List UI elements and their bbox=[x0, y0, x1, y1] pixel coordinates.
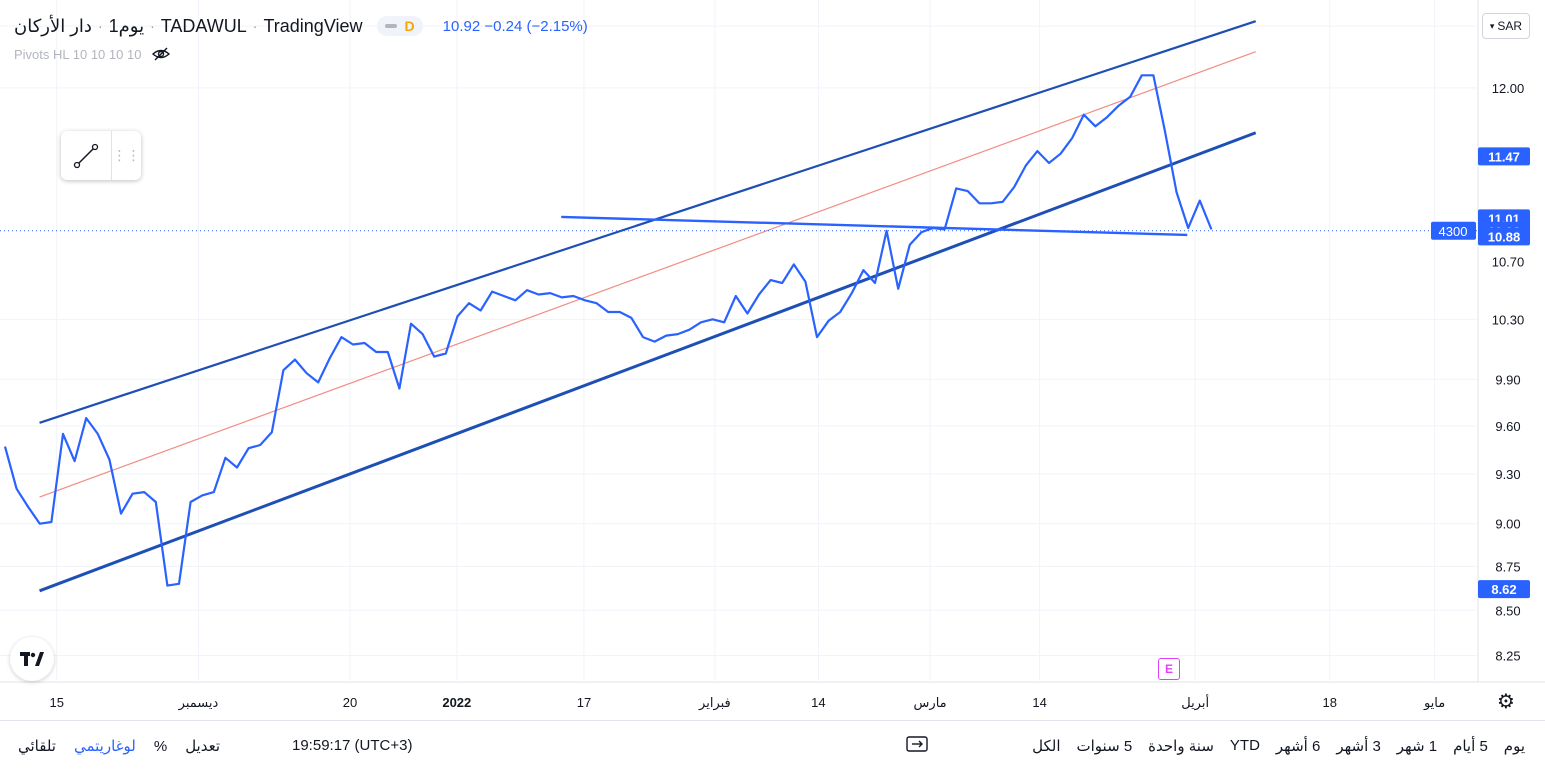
channel-upper-line bbox=[39, 20, 1257, 424]
x-tick-label: أبريل bbox=[1181, 694, 1209, 711]
range-button[interactable]: 5 أيام bbox=[1453, 738, 1488, 755]
chart-header: دار الأركان · يوم1 · TADAWUL · TradingVi… bbox=[14, 15, 588, 36]
price-label-bg bbox=[1478, 227, 1530, 246]
channel-midline bbox=[39, 51, 1256, 498]
y-tick-label: 10.70 bbox=[1492, 255, 1525, 270]
market-status-pill[interactable]: D bbox=[376, 16, 423, 36]
x-tick-label: فبراير bbox=[698, 695, 731, 711]
price-label: 8.62 bbox=[1491, 582, 1516, 597]
chevron-down-icon: ▾ bbox=[1489, 20, 1495, 31]
auto-scale-button[interactable]: تلقائي bbox=[18, 738, 56, 755]
interval-label[interactable]: يوم1 bbox=[108, 15, 145, 36]
chart-grid bbox=[0, 0, 1545, 683]
range-button[interactable]: يوم bbox=[1503, 738, 1525, 755]
date-range-icon[interactable] bbox=[906, 735, 928, 757]
y-tick-label: 8.25 bbox=[1495, 649, 1520, 664]
range-button[interactable]: 5 سنوات bbox=[1076, 738, 1133, 755]
x-tick-label: 20 bbox=[343, 695, 357, 710]
eye-off-icon[interactable] bbox=[151, 46, 171, 62]
bottom-toolbar: تلقائي لوغاريتمي % تعديل 19:59:17 (UTC+3… bbox=[0, 720, 1545, 771]
y-tick-label: 10.30 bbox=[1492, 312, 1525, 327]
source-label: TradingView bbox=[263, 15, 363, 36]
indicator-legend: Pivots HL 10 10 10 10 bbox=[14, 46, 171, 62]
x-tick-label: 14 bbox=[1032, 695, 1046, 710]
x-tick-label: 2022 bbox=[442, 695, 471, 710]
gear-icon[interactable]: ⚙ bbox=[1497, 691, 1515, 713]
x-tick-label: ديسمبر bbox=[178, 695, 219, 711]
price-label-bg bbox=[1478, 580, 1530, 599]
tradingview-logo[interactable] bbox=[10, 637, 54, 681]
y-tick-label: 9.90 bbox=[1495, 372, 1520, 387]
x-tick-label: 14 bbox=[811, 695, 825, 710]
channel-lower-line bbox=[39, 131, 1257, 593]
adjust-button[interactable]: تعديل bbox=[185, 738, 221, 755]
currency-label: SAR bbox=[1497, 19, 1523, 33]
percent-scale-button[interactable]: % bbox=[153, 737, 168, 755]
range-buttons: يوم 5 أيام 1 شهر 3 أشهر 6 أشهر YTD سنة واحدة 5 … bbox=[1032, 737, 1525, 755]
price-chart[interactable]: 12.5012.0010.309.909.609.309.008.758.508… bbox=[0, 0, 1545, 720]
price-label: 10.88 bbox=[1488, 229, 1521, 244]
time-axis[interactable]: 15 ديسمبر 20 2022 17 فبراير 14 مارس 14 أبريل 18 ماي… bbox=[50, 694, 1446, 711]
x-tick-label: 15 bbox=[50, 695, 64, 710]
x-tick-label: 17 bbox=[577, 695, 591, 710]
trend-line-tool[interactable] bbox=[61, 131, 112, 180]
y-tick-label: 12.00 bbox=[1492, 81, 1525, 96]
log-scale-button[interactable]: لوغاريتمي bbox=[73, 738, 136, 755]
exchange-label: TADAWUL bbox=[160, 15, 247, 36]
price-label: 11.47 bbox=[1488, 149, 1520, 164]
x-tick-label: مايو bbox=[1423, 695, 1445, 711]
y-tick-label: 8.50 bbox=[1495, 603, 1520, 618]
volume-tag-bg bbox=[1431, 221, 1476, 240]
y-tick-label: 9.30 bbox=[1495, 467, 1520, 482]
range-button[interactable]: 1 شهر bbox=[1396, 738, 1438, 755]
trend-line-icon bbox=[73, 143, 99, 168]
symbol-name[interactable]: دار الأركان bbox=[14, 15, 92, 36]
support-line bbox=[561, 215, 1188, 237]
delay-badge: D bbox=[404, 18, 415, 34]
price-label-bg bbox=[1478, 147, 1530, 166]
range-button[interactable]: 3 أشهر bbox=[1336, 738, 1381, 755]
minus-icon bbox=[384, 24, 397, 28]
drawing-toolbox: ⋮⋮ bbox=[61, 131, 141, 180]
clock-display[interactable]: 19:59:17 (UTC+3) bbox=[292, 737, 413, 754]
indicator-label[interactable]: Pivots HL 10 10 10 10 bbox=[14, 46, 142, 62]
range-button[interactable]: سنة واحدة bbox=[1148, 738, 1214, 755]
tv-logo-icon bbox=[20, 652, 44, 666]
price-change: 10.92 −0.24 (−2.15%) bbox=[442, 17, 588, 35]
price-axis[interactable]: 12.5012.0010.309.909.609.309.008.758.508… bbox=[1431, 19, 1530, 664]
range-button[interactable]: YTD bbox=[1229, 737, 1260, 754]
price-series-line bbox=[3, 74, 1213, 587]
chart-marks bbox=[0, 20, 1478, 593]
x-tick-label: مارس bbox=[914, 695, 947, 711]
scale-options: تلقائي لوغاريتمي % تعديل bbox=[18, 737, 221, 756]
range-button[interactable]: الكل bbox=[1032, 738, 1061, 755]
y-tick-label: 9.60 bbox=[1495, 419, 1520, 434]
x-tick-label: 18 bbox=[1322, 695, 1336, 710]
y-tick-label: 9.00 bbox=[1495, 517, 1520, 532]
range-button[interactable]: 6 أشهر bbox=[1275, 738, 1321, 755]
y-tick-label: 8.75 bbox=[1495, 559, 1520, 574]
volume-tag: 4300 bbox=[1439, 224, 1468, 239]
currency-selector[interactable]: ▾ SAR bbox=[1482, 13, 1530, 39]
earnings-event-badge[interactable]: E bbox=[1158, 658, 1180, 680]
drag-handle-icon[interactable]: ⋮⋮ bbox=[112, 147, 141, 163]
